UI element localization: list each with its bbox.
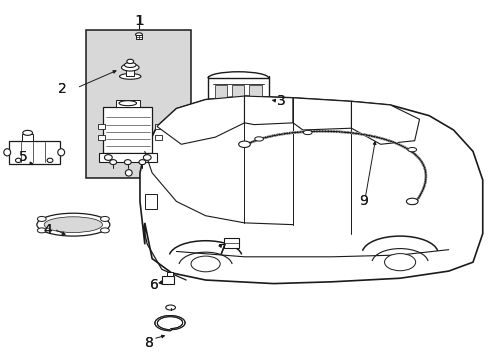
Polygon shape bbox=[140, 96, 482, 284]
Ellipse shape bbox=[121, 64, 139, 71]
Text: 9: 9 bbox=[359, 194, 367, 208]
Ellipse shape bbox=[37, 216, 46, 221]
Ellipse shape bbox=[303, 130, 311, 135]
Ellipse shape bbox=[110, 159, 116, 165]
Ellipse shape bbox=[119, 101, 136, 106]
Bar bbox=[86, 30, 191, 178]
Text: 3: 3 bbox=[276, 94, 285, 108]
Polygon shape bbox=[244, 96, 292, 125]
Ellipse shape bbox=[124, 159, 131, 165]
Text: 8: 8 bbox=[145, 336, 154, 350]
Polygon shape bbox=[351, 102, 419, 144]
Text: 6: 6 bbox=[150, 278, 159, 292]
Text: 4: 4 bbox=[43, 223, 52, 237]
Bar bbox=[215, 85, 227, 123]
Ellipse shape bbox=[23, 130, 32, 135]
Text: 1: 1 bbox=[134, 14, 143, 28]
Ellipse shape bbox=[37, 228, 46, 233]
Polygon shape bbox=[292, 98, 351, 130]
Text: 4: 4 bbox=[43, 223, 52, 237]
Bar bbox=[103, 107, 152, 153]
Bar bbox=[212, 126, 222, 133]
Ellipse shape bbox=[37, 213, 110, 236]
Ellipse shape bbox=[16, 158, 21, 162]
Ellipse shape bbox=[406, 198, 417, 204]
Ellipse shape bbox=[119, 73, 141, 79]
Bar bbox=[99, 153, 157, 162]
Ellipse shape bbox=[384, 253, 415, 271]
Polygon shape bbox=[157, 96, 244, 144]
Ellipse shape bbox=[135, 33, 142, 36]
Text: 2: 2 bbox=[58, 82, 66, 96]
Ellipse shape bbox=[238, 141, 250, 148]
Bar bbox=[227, 126, 237, 133]
Bar bbox=[242, 126, 251, 133]
Ellipse shape bbox=[191, 256, 220, 272]
Text: 5: 5 bbox=[19, 150, 28, 164]
Text: 7: 7 bbox=[218, 243, 226, 257]
Bar bbox=[144, 194, 157, 208]
Bar bbox=[98, 135, 105, 140]
Ellipse shape bbox=[101, 216, 109, 221]
Bar bbox=[116, 100, 140, 107]
Bar bbox=[154, 124, 162, 129]
Ellipse shape bbox=[124, 63, 136, 67]
Ellipse shape bbox=[139, 159, 145, 165]
Text: 9: 9 bbox=[359, 194, 367, 208]
Text: 8: 8 bbox=[145, 336, 154, 350]
Bar bbox=[162, 276, 174, 284]
Ellipse shape bbox=[125, 170, 132, 176]
Ellipse shape bbox=[254, 137, 263, 141]
Bar bbox=[22, 134, 33, 141]
Ellipse shape bbox=[165, 305, 175, 310]
Ellipse shape bbox=[58, 149, 64, 156]
Ellipse shape bbox=[101, 228, 109, 233]
Bar bbox=[154, 135, 162, 140]
Text: 7: 7 bbox=[218, 243, 226, 257]
Bar bbox=[98, 124, 105, 129]
Bar bbox=[9, 141, 60, 164]
Text: 2: 2 bbox=[58, 82, 66, 96]
Ellipse shape bbox=[104, 155, 112, 160]
Ellipse shape bbox=[47, 158, 53, 162]
Ellipse shape bbox=[126, 59, 133, 64]
Bar bbox=[232, 85, 244, 123]
Bar bbox=[249, 85, 261, 123]
Text: 5: 5 bbox=[19, 150, 28, 164]
Bar bbox=[207, 78, 268, 126]
Ellipse shape bbox=[44, 217, 102, 233]
Bar bbox=[136, 35, 142, 39]
Bar bbox=[126, 67, 134, 76]
Ellipse shape bbox=[4, 149, 11, 156]
Bar bbox=[166, 272, 172, 276]
Bar bbox=[223, 238, 239, 248]
Text: 3: 3 bbox=[276, 94, 285, 108]
Text: 6: 6 bbox=[150, 278, 159, 292]
Bar bbox=[259, 126, 268, 133]
Ellipse shape bbox=[407, 148, 416, 152]
Text: 1: 1 bbox=[135, 14, 144, 28]
Ellipse shape bbox=[143, 155, 151, 160]
